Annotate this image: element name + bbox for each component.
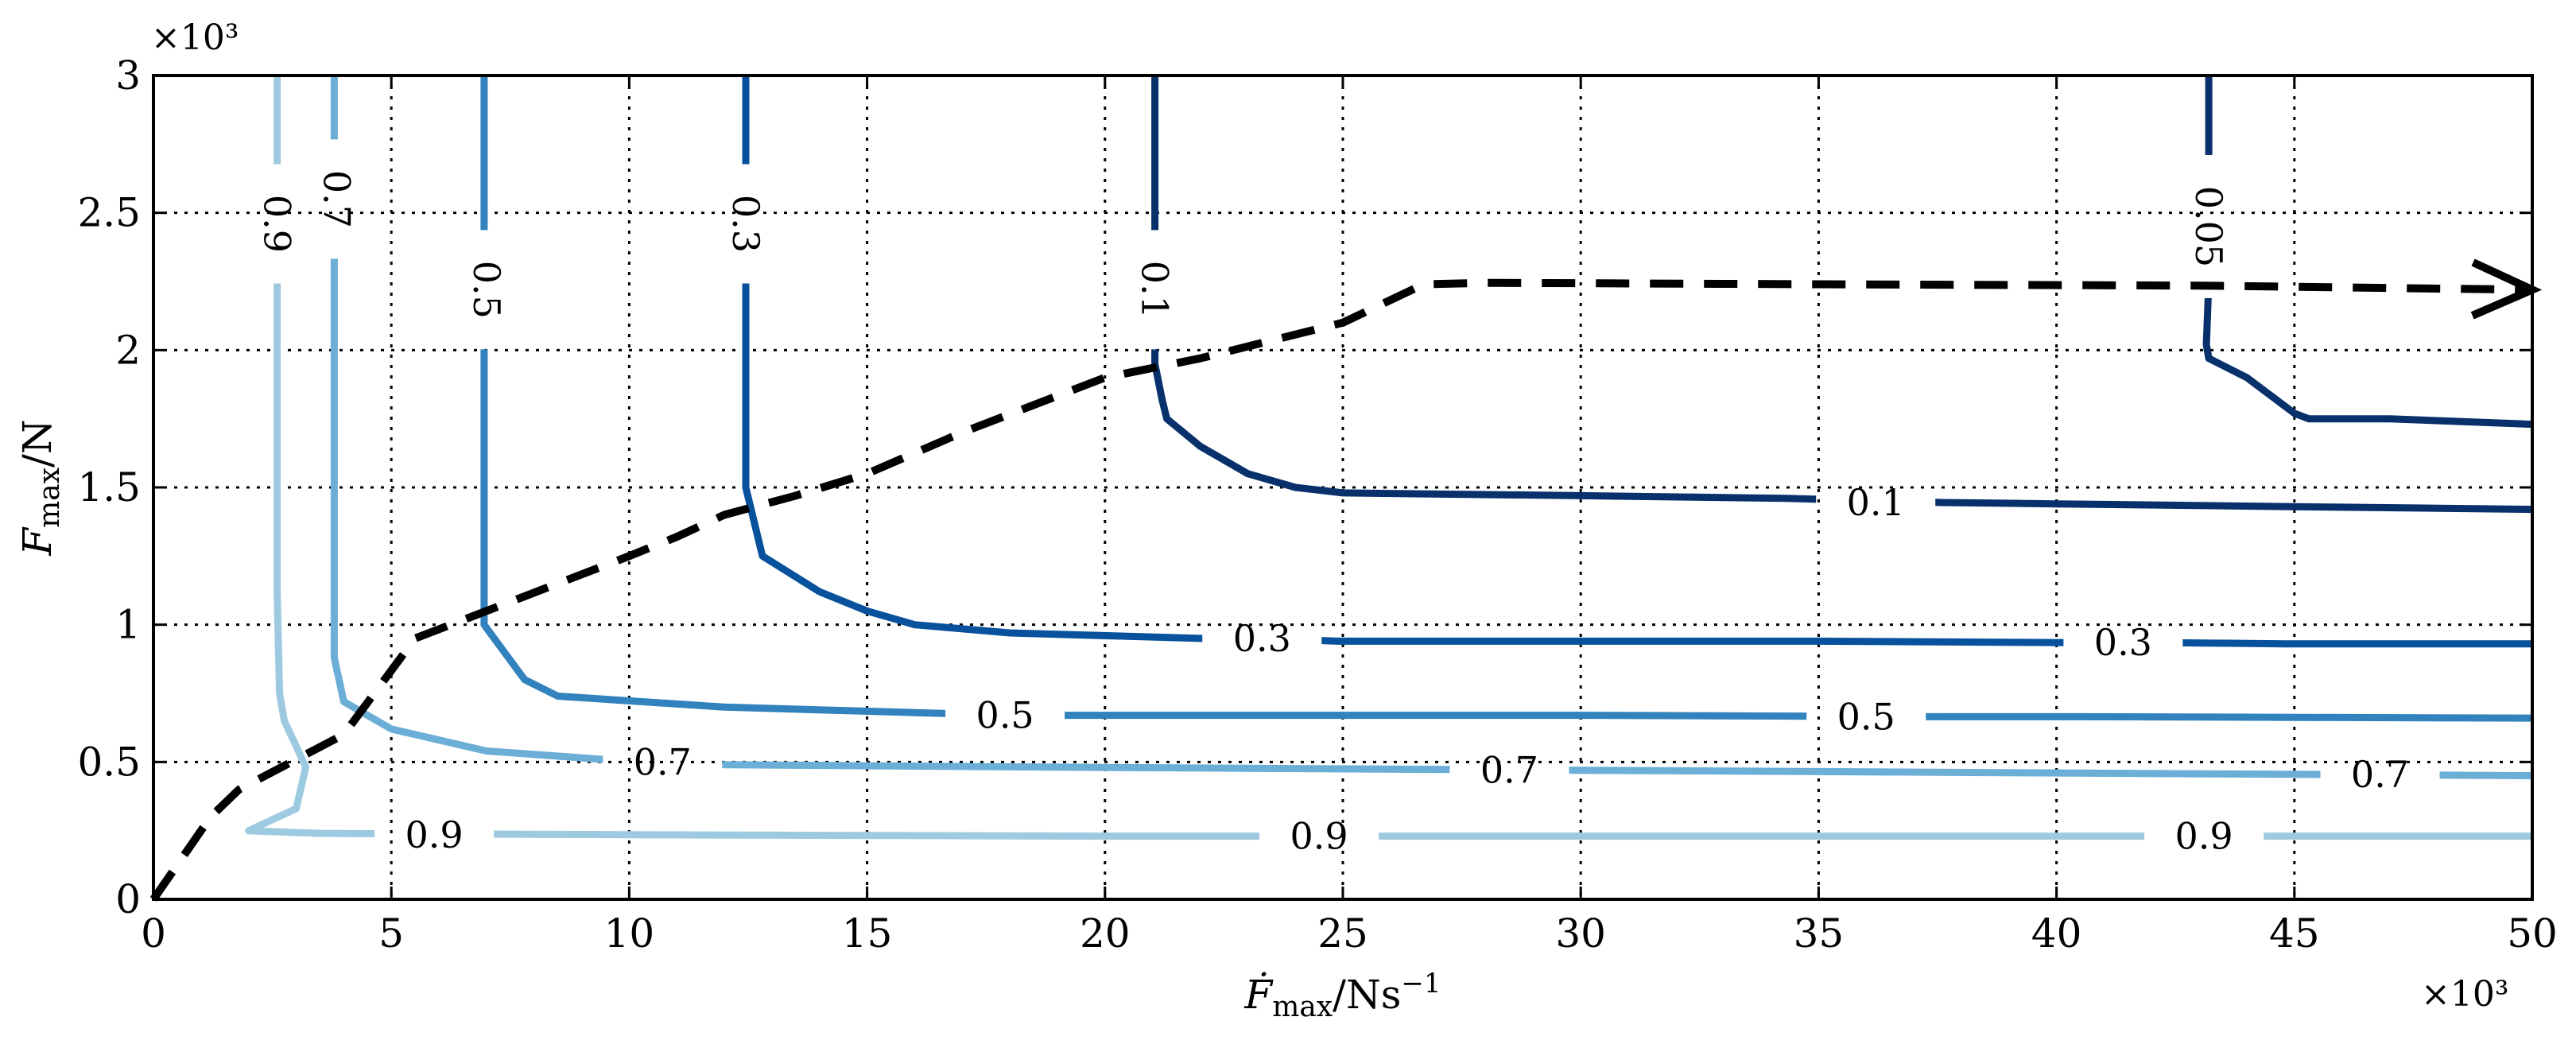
y-axis-title: Fmax/N <box>14 419 66 556</box>
y-axis-title-symbol: F <box>14 526 60 557</box>
axes: 0 5 10 15 20 25 30 35 40 45 50 0 0.5 1 1.5 2 2.5 3 <box>77 52 2557 957</box>
x-tick-label: 35 <box>1794 910 1845 957</box>
contour-label-0_3: 0.3 <box>724 195 767 253</box>
contour-label-0_1: 0.1 <box>1134 261 1177 319</box>
contour-line-0_1 <box>1151 76 2533 514</box>
x-axis-title: Ḟmax/Ns−1 <box>1244 968 1441 1023</box>
x-tick-label: 10 <box>604 910 655 957</box>
x-tick-label: 40 <box>2031 910 2082 957</box>
y-tick-label: 2.5 <box>77 190 141 236</box>
contour-line-0_9 <box>245 76 2532 840</box>
contour-label-0_7: 0.7 <box>2351 753 2409 796</box>
contour-label-0_9: 0.9 <box>2175 815 2233 858</box>
x-axis-title-symbol: Ḟ <box>1244 971 1274 1018</box>
x-tick-label: 20 <box>1080 910 1131 957</box>
y-tick-label: 0.5 <box>77 739 141 785</box>
contour-label-0_7: 0.7 <box>634 740 692 783</box>
contour-label-0_7: 0.7 <box>1480 749 1538 792</box>
y-axis-title-unit: /N <box>14 419 60 468</box>
y-tick-label: 0 <box>115 876 141 922</box>
contour-label-0_9: 0.9 <box>405 813 463 856</box>
y-tick-label: 3 <box>115 52 141 99</box>
contour-label-0_5: 0.5 <box>465 261 508 319</box>
x-tick-label: 0 <box>141 910 166 957</box>
contour-label-0_7: 0.7 <box>315 170 358 228</box>
grid <box>153 76 2532 899</box>
contour-label-0_1: 0.1 <box>1847 481 1905 524</box>
contour-label-0_3: 0.3 <box>1233 617 1291 660</box>
y-tick-label: 1 <box>115 602 141 648</box>
x-tick-label: 5 <box>378 910 404 957</box>
contour-label-0_3: 0.3 <box>2094 621 2152 664</box>
y-tick-label: 1.5 <box>77 464 141 510</box>
contour-label-0_9: 0.9 <box>1290 815 1348 858</box>
y-axis-title-sub: max <box>33 468 66 528</box>
contour-label-0_05: 0.05 <box>2187 186 2230 267</box>
contour-line-0_05 <box>2202 76 2533 429</box>
x-tick-label: 50 <box>2507 910 2558 957</box>
x-tick-label: 25 <box>1317 910 1368 957</box>
x-tick-label: 30 <box>1555 910 1606 957</box>
x-axis-title-sup: −1 <box>1401 968 1441 999</box>
y-axis-exponent: ×10³ <box>151 17 239 58</box>
x-axis-exponent: ×10³ <box>2421 974 2509 1015</box>
x-axis-title-unit: /Ns <box>1333 972 1401 1018</box>
contour-line-0_7 <box>330 76 2533 780</box>
contour-label-0_5: 0.5 <box>1837 695 1895 738</box>
x-tick-label: 15 <box>842 910 893 957</box>
contour-line-0_3 <box>742 76 2532 648</box>
trajectory-line <box>149 278 2533 902</box>
y-tick-label: 2 <box>115 327 141 373</box>
x-axis-title-sub: max <box>1272 991 1333 1023</box>
x-tick-label: 45 <box>2269 910 2320 957</box>
contour-label-0_9: 0.9 <box>256 195 299 253</box>
contour-labels: 0.9 0.9 0.9 0.9 0.7 0.7 0.7 0.7 0.5 0.5 0.5 0.3 0.3 0… <box>256 170 2410 858</box>
contour-line-0_5 <box>480 76 2533 722</box>
contour-series <box>245 76 2533 840</box>
trajectory-layer <box>149 258 2543 902</box>
contour-label-0_5: 0.5 <box>976 694 1034 737</box>
